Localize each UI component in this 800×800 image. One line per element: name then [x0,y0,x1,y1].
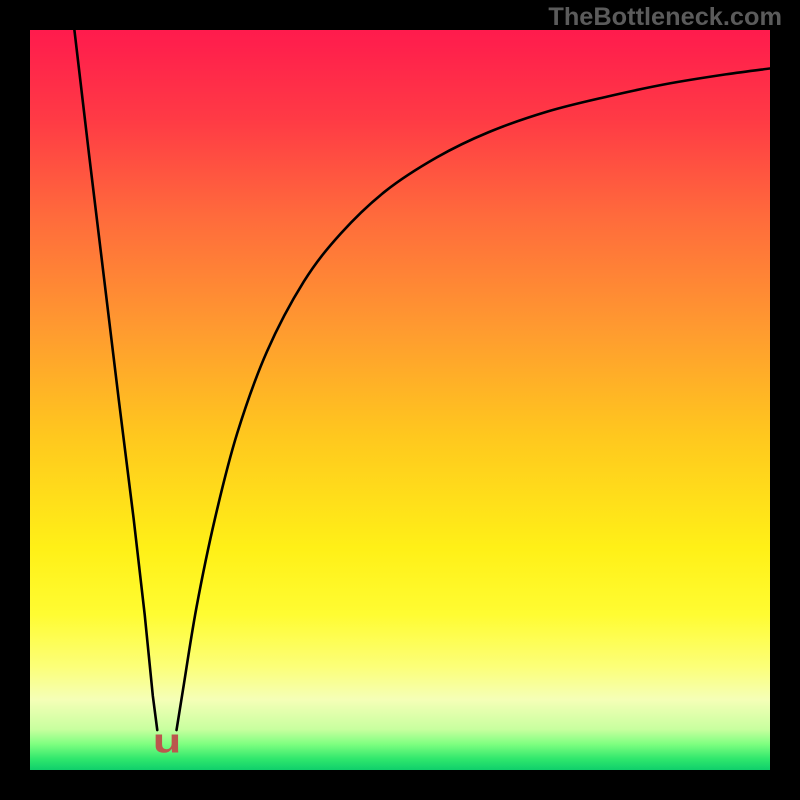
left-curve [74,30,157,730]
attribution-text: TheBottleneck.com [548,3,782,32]
figure-root: u TheBottleneck.com [0,0,800,800]
curve-layer [30,30,770,770]
right-curve [177,68,770,730]
plot-area: u [30,30,770,770]
